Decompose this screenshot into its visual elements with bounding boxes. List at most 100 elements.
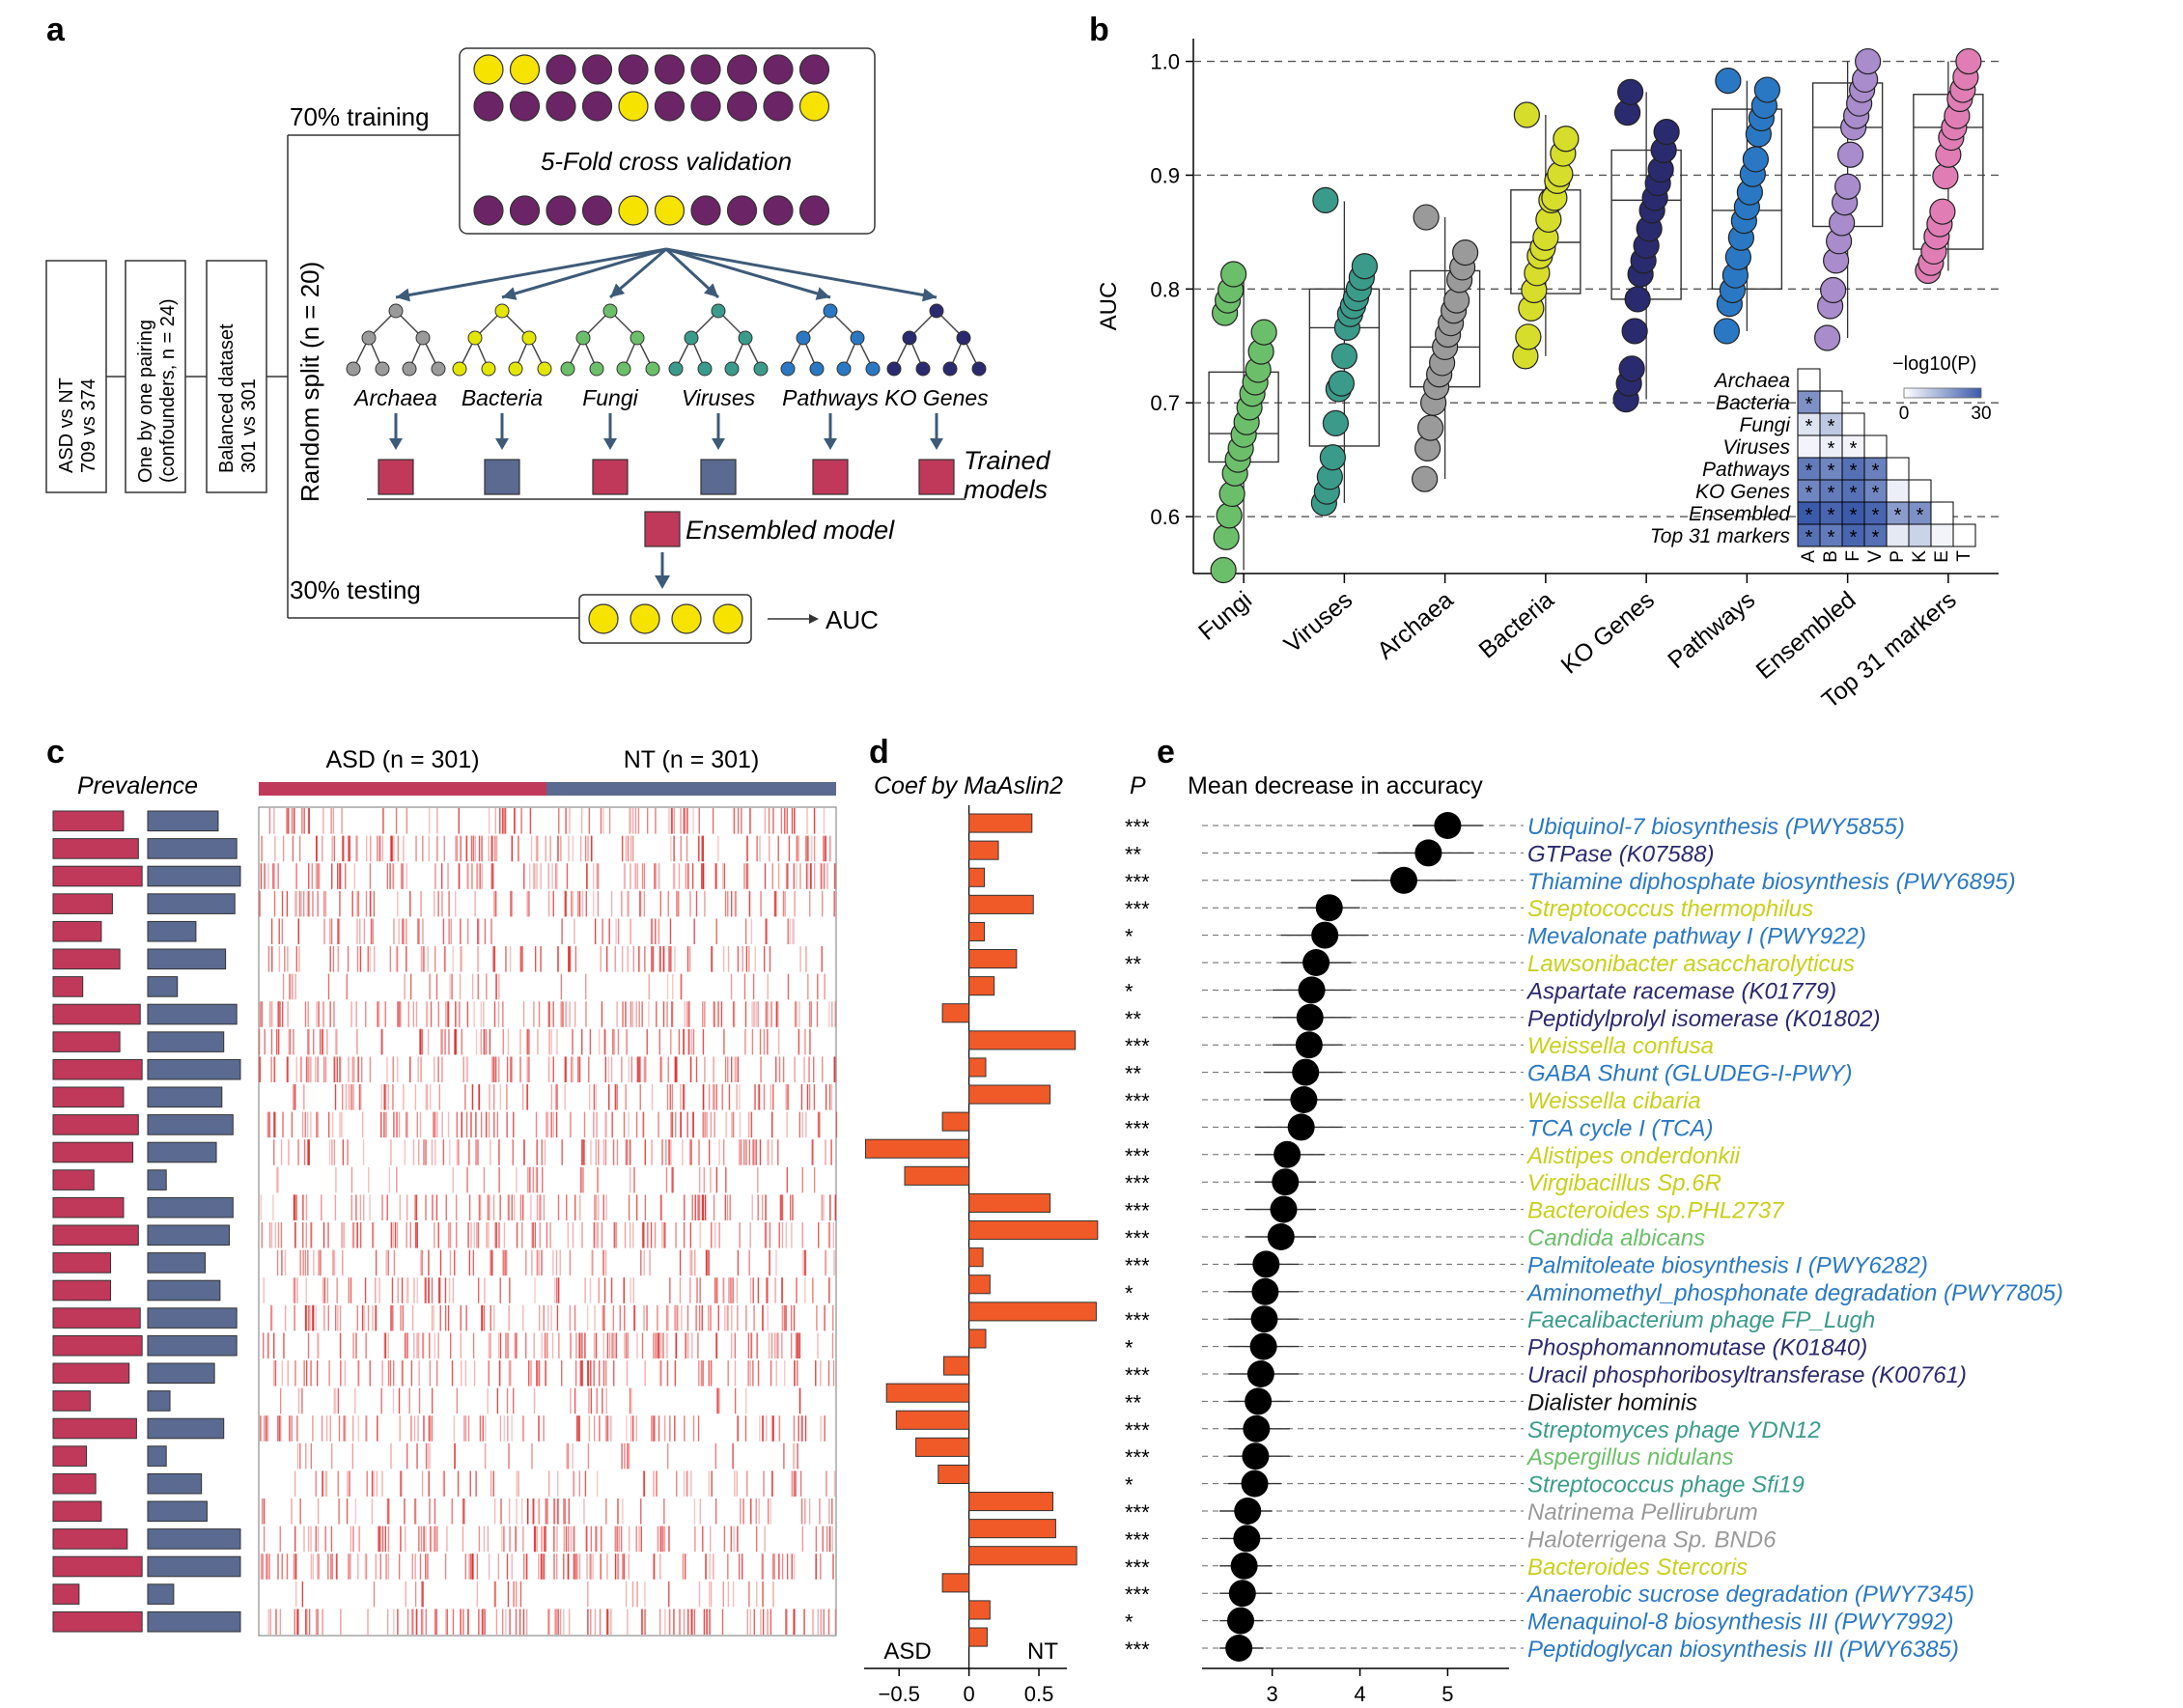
heatmap-stripe: [259, 1056, 262, 1082]
heatmap-stripe: [339, 1304, 342, 1331]
heatmap-stripe: [534, 863, 536, 889]
heatmap-stripe: [615, 1332, 617, 1358]
heatmap-stripe: [279, 1609, 282, 1635]
heatmap-stripe: [760, 1609, 762, 1635]
heatmap-stripe: [494, 1222, 496, 1248]
heatmap-stripe: [596, 1387, 598, 1414]
heatmap-stripe: [279, 1387, 282, 1414]
heatmap-stripe: [499, 1360, 501, 1386]
heatmap-stripe: [610, 1056, 613, 1082]
feature-label: Aspartate racemase (K01779): [1525, 978, 1836, 1004]
tree-node: [711, 303, 726, 319]
heatmap-stripe: [426, 1084, 429, 1110]
heatmap-stripe: [586, 863, 588, 889]
heatmap-stripe: [659, 946, 661, 972]
heatmap-stripe: [512, 1387, 515, 1414]
heatmap-stripe: [303, 1139, 306, 1165]
tree-node: [753, 361, 769, 377]
heatmap-stripe: [320, 1249, 322, 1276]
heatmap-stripe: [762, 1554, 764, 1580]
heatmap-stripe: [519, 946, 521, 972]
heatmap-stripe: [395, 808, 398, 834]
heatmap-stripe: [630, 1415, 632, 1442]
auc-point: [1351, 253, 1378, 280]
prevalence-bar-nt: [147, 1252, 207, 1274]
cv-circle: [473, 195, 504, 226]
heatmap-stripe: [587, 1609, 589, 1635]
cv-circle: [509, 54, 541, 85]
heatmap-stripe: [588, 1387, 590, 1414]
heatmap-stripe: [781, 1304, 784, 1331]
heatmap-stripe: [572, 1056, 574, 1082]
feature-point: [1295, 1031, 1323, 1059]
heatmap-stripe: [427, 1442, 430, 1470]
heatmap-stripe: [493, 1111, 495, 1138]
heatmap-row-label: Pathways: [1702, 459, 1791, 481]
heatmap-stripe: [351, 890, 353, 917]
heatmap-stripe: [575, 1554, 577, 1580]
heatmap-stripe: [568, 1526, 570, 1553]
heatmap-stripe: [406, 1194, 408, 1220]
heatmap-stripe: [800, 1498, 803, 1525]
heatmap-stripe: [737, 1056, 740, 1082]
heatmap-stripe: [493, 1581, 496, 1608]
heatmap-stripe: [622, 1001, 624, 1027]
heatmap-stripe: [365, 1332, 367, 1358]
heatmap-stripe: [420, 1028, 422, 1055]
heatmap-stripe: [683, 1222, 686, 1248]
heatmap-stripe: [485, 1111, 488, 1138]
importance-tick-label: 3: [1267, 1682, 1278, 1706]
heatmap-stripe: [728, 1277, 730, 1303]
heatmap-stripe: [641, 1609, 644, 1635]
heatmap-stripe: [643, 863, 646, 889]
heatmap-stripe: [746, 835, 748, 862]
heatmap-stripe: [532, 1166, 535, 1193]
heatmap-stripe: [606, 1609, 609, 1635]
heatmap-stripe: [835, 1111, 838, 1138]
heatmap-stripe: [722, 946, 725, 972]
heatmap-stripe: [630, 1387, 632, 1414]
heatmap-stripe: [708, 1139, 711, 1165]
heatmap-stripe: [462, 1609, 464, 1635]
heatmap-stripe: [727, 890, 729, 917]
heatmap-stripe: [643, 1056, 646, 1082]
feature-label: Anaerobic sucrose degradation (PWY7345): [1525, 1582, 1974, 1608]
heatmap-stripe: [766, 918, 768, 944]
heatmap-stripe: [472, 1249, 475, 1276]
heatmap-stripe: [607, 1056, 610, 1082]
prevalence-bar-nt: [147, 920, 197, 942]
heatmap-stripe: [583, 1111, 586, 1138]
heatmap-stripe: [399, 1470, 402, 1497]
heatmap-stripe: [556, 1277, 558, 1303]
heatmap-stripe: [749, 1222, 751, 1248]
heatmap-stripe: [272, 1332, 275, 1358]
heatmap-stripe: [798, 1001, 800, 1027]
heatmap-stripe: [701, 1304, 703, 1331]
heatmap-stripe: [670, 835, 672, 862]
p-value-stars: ***: [1125, 1034, 1150, 1058]
heatmap-stripe: [794, 1609, 796, 1635]
y-tick-label: 1.0: [1150, 50, 1180, 74]
heatmap-stripe: [627, 835, 630, 862]
heatmap-stripe: [543, 1194, 546, 1220]
heatmap-cell: [1908, 479, 1932, 503]
feature-point: [1241, 1470, 1269, 1498]
heatmap-stripe: [644, 1609, 646, 1635]
heatmap-stripe: [455, 1001, 457, 1027]
heatmap-stripe: [705, 1249, 708, 1276]
cv-circle: [581, 54, 613, 85]
heatmap-stripe: [359, 918, 361, 944]
heatmap-stripe: [593, 1084, 596, 1110]
heatmap-stripe: [340, 1609, 342, 1635]
auc-point: [1328, 370, 1355, 397]
heatmap-stripe: [737, 808, 740, 834]
heatmap-stripe: [714, 1222, 716, 1248]
heatmap-stripe: [556, 1304, 559, 1331]
heatmap-stripe: [521, 946, 524, 972]
heatmap-stripe: [263, 1498, 266, 1525]
heatmap-stripe: [416, 1111, 418, 1138]
heatmap-stripe: [824, 1415, 826, 1442]
heatmap-stripe: [307, 1111, 309, 1138]
heatmap-stripe: [338, 1498, 340, 1525]
heatmap-stripe: [400, 863, 403, 889]
